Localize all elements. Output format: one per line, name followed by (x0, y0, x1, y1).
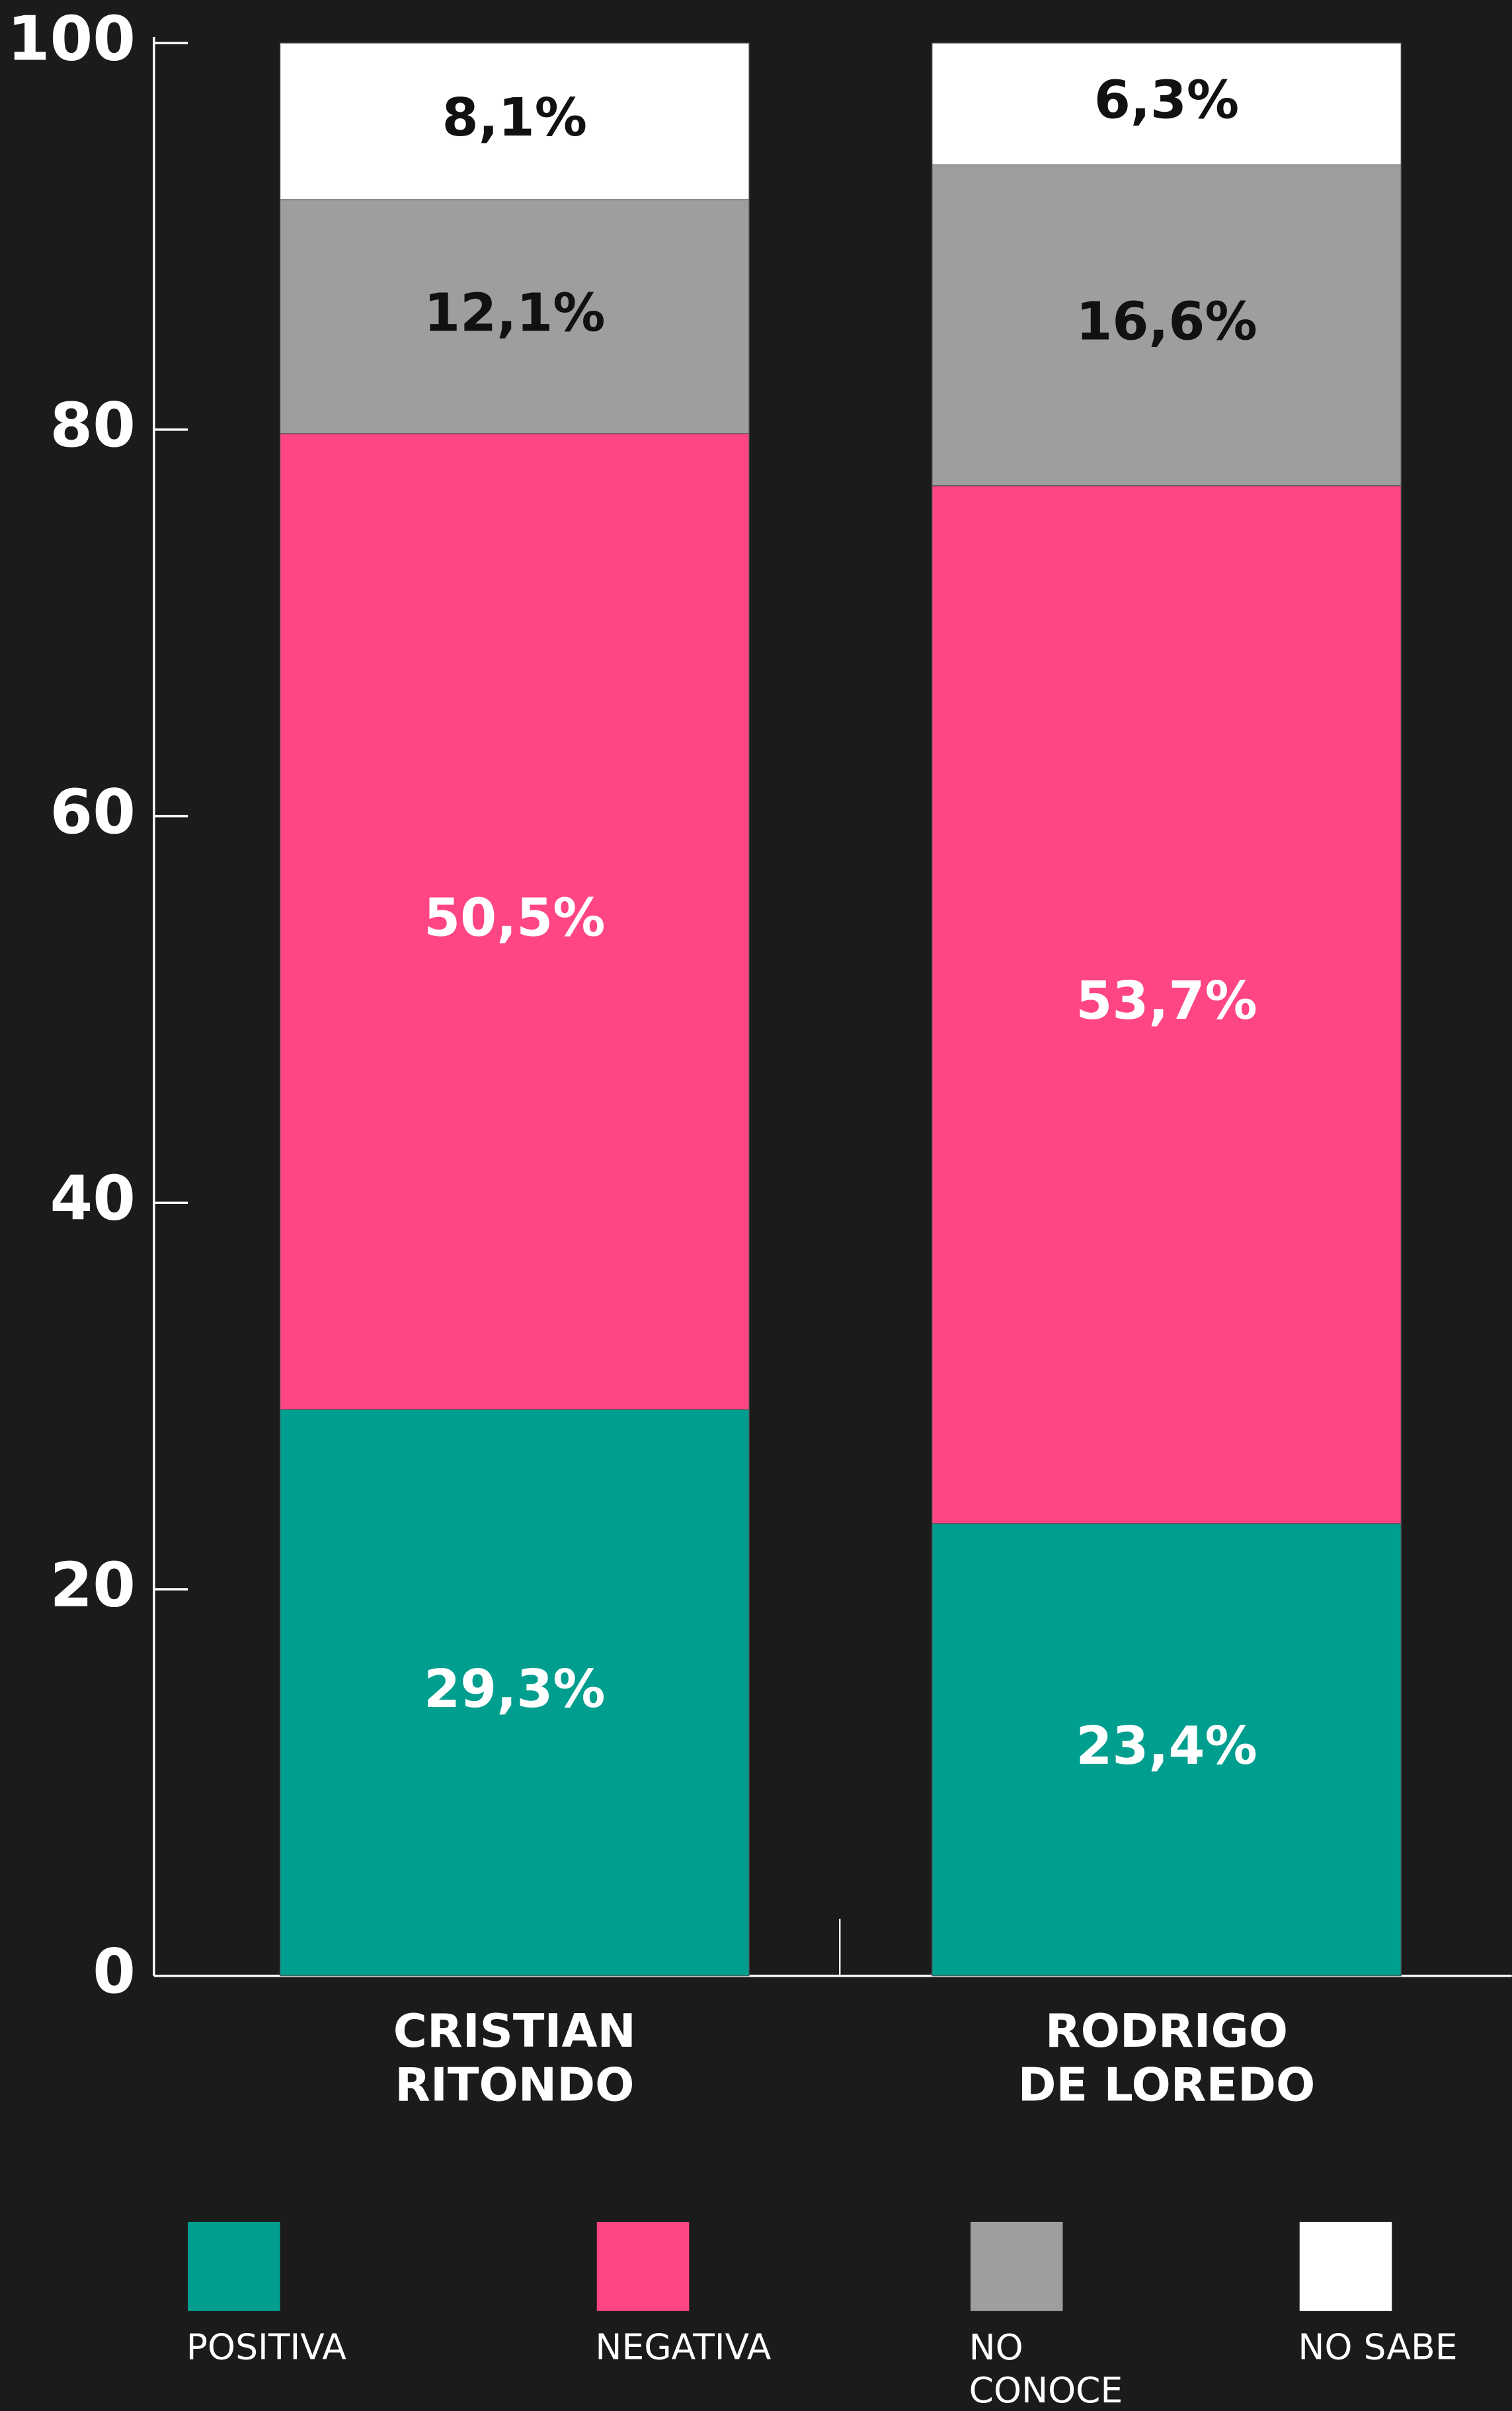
x-tick-label: CRISTIAN RITONDO (393, 2004, 636, 2112)
bar-segment (280, 42, 750, 200)
value-label: 23,4% (1076, 1716, 1257, 1776)
bar-segment (280, 1409, 750, 1977)
value-label: 53,7% (1076, 970, 1257, 1031)
y-tick-label: 60 (50, 776, 136, 848)
value-label: 6,3% (1094, 70, 1239, 131)
bar-segment (932, 1523, 1402, 1977)
legend-label: POSITIVA (186, 2326, 347, 2368)
legend-label: NO CONOCE (969, 2326, 1123, 2411)
value-label: 50,5% (424, 887, 605, 948)
y-tick-label: 100 (7, 3, 136, 75)
value-label: 16,6% (1076, 291, 1257, 352)
value-label: 12,1% (424, 282, 605, 343)
legend-label: NEGATIVA (595, 2326, 771, 2368)
y-tick-label: 0 (93, 1936, 136, 2007)
legend-swatch (188, 2221, 280, 2311)
bar-segment (280, 433, 750, 1410)
y-tick-label: 40 (50, 1163, 136, 1234)
y-tick-label: 20 (50, 1549, 136, 1620)
legend-swatch (970, 2221, 1063, 2311)
x-tick-label: RODRIGO DE LOREDO (1018, 2004, 1316, 2112)
y-tick-label: 80 (50, 389, 136, 461)
bar-segment (932, 485, 1402, 1524)
value-label: 8,1% (442, 87, 587, 148)
legend-label: NO SABE (1298, 2326, 1457, 2368)
bar-segment (932, 164, 1402, 487)
bar-segment (932, 42, 1402, 165)
value-label: 29,3% (424, 1659, 605, 1719)
legend-swatch (1299, 2221, 1392, 2311)
legend-swatch (596, 2221, 690, 2311)
